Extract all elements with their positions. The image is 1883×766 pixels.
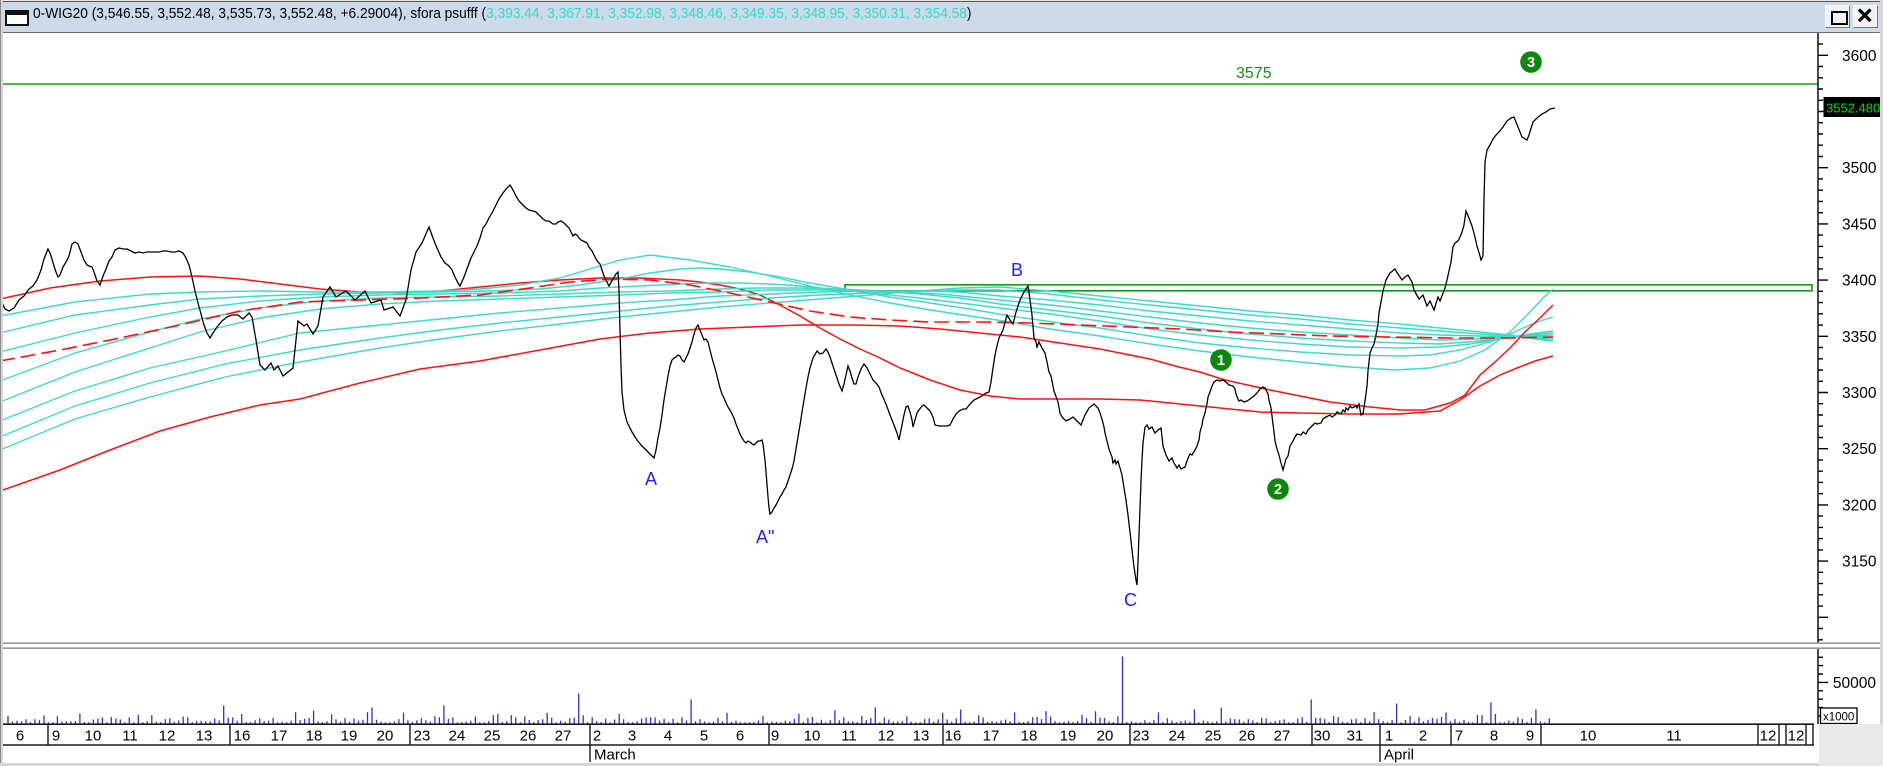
svg-text:10: 10	[804, 728, 821, 745]
svg-text:11: 11	[122, 728, 138, 745]
svg-text:25: 25	[1205, 728, 1222, 745]
svg-text:8: 8	[1490, 728, 1498, 745]
svg-text:A": A"	[756, 527, 774, 547]
svg-text:31: 31	[1347, 728, 1364, 745]
svg-text:20: 20	[1097, 728, 1114, 745]
svg-text:50000: 50000	[1833, 675, 1876, 692]
svg-text:26: 26	[520, 728, 537, 745]
svg-text:April: April	[1384, 747, 1414, 764]
svg-text:3200: 3200	[1842, 497, 1877, 514]
svg-text:3500: 3500	[1842, 160, 1877, 177]
svg-text:6: 6	[16, 728, 24, 745]
svg-text:16: 16	[945, 728, 962, 745]
svg-text:2: 2	[593, 728, 601, 745]
svg-text:24: 24	[1169, 728, 1186, 745]
svg-text:23: 23	[1133, 728, 1150, 745]
svg-text:13: 13	[913, 728, 930, 745]
svg-text:3350: 3350	[1842, 329, 1877, 346]
svg-text:March: March	[594, 747, 636, 764]
svg-text:18: 18	[306, 728, 323, 745]
svg-text:10: 10	[85, 728, 102, 745]
svg-text:3: 3	[1527, 55, 1535, 71]
svg-text:24: 24	[449, 728, 466, 745]
svg-text:3250: 3250	[1842, 441, 1877, 458]
svg-text:x1000: x1000	[1823, 712, 1854, 724]
svg-text:3575: 3575	[1236, 65, 1272, 82]
svg-text:20: 20	[377, 728, 394, 745]
svg-text:17: 17	[271, 728, 288, 745]
svg-text:9: 9	[771, 728, 779, 745]
svg-text:3600: 3600	[1842, 48, 1877, 65]
svg-text:6: 6	[736, 728, 744, 745]
svg-text:3552.480: 3552.480	[1826, 101, 1880, 116]
svg-text:12: 12	[1788, 728, 1805, 745]
svg-text:3300: 3300	[1842, 385, 1877, 402]
svg-text:1: 1	[1385, 728, 1393, 745]
svg-text:B: B	[1011, 260, 1023, 280]
svg-text:26: 26	[1239, 728, 1256, 745]
svg-text:3400: 3400	[1842, 273, 1877, 290]
svg-text:C: C	[1124, 590, 1137, 610]
svg-text:23: 23	[414, 728, 431, 745]
svg-text:7: 7	[1455, 728, 1463, 745]
svg-text:2: 2	[1419, 728, 1427, 745]
svg-text:13: 13	[196, 728, 213, 745]
svg-text:16: 16	[234, 728, 251, 745]
svg-text:3: 3	[628, 728, 636, 745]
svg-text:10: 10	[1580, 728, 1597, 745]
svg-text:19: 19	[341, 728, 358, 745]
svg-text:1: 1	[1217, 353, 1225, 369]
svg-text:3150: 3150	[1842, 554, 1877, 571]
svg-text:27: 27	[1274, 728, 1291, 745]
svg-text:12: 12	[159, 728, 176, 745]
svg-text:27: 27	[555, 728, 572, 745]
svg-text:4: 4	[664, 728, 672, 745]
svg-text:25: 25	[484, 728, 501, 745]
svg-text:11: 11	[1666, 728, 1682, 745]
svg-text:5: 5	[700, 728, 708, 745]
svg-text:9: 9	[1526, 728, 1534, 745]
svg-text:A: A	[645, 469, 657, 489]
svg-text:2: 2	[1274, 482, 1282, 498]
svg-text:11: 11	[841, 728, 857, 745]
svg-text:17: 17	[983, 728, 1000, 745]
svg-text:12: 12	[878, 728, 895, 745]
svg-text:12: 12	[1760, 728, 1777, 745]
svg-text:30: 30	[1314, 728, 1331, 745]
svg-text:18: 18	[1021, 728, 1038, 745]
svg-text:9: 9	[52, 728, 60, 745]
svg-text:3450: 3450	[1842, 216, 1877, 233]
svg-text:19: 19	[1060, 728, 1077, 745]
